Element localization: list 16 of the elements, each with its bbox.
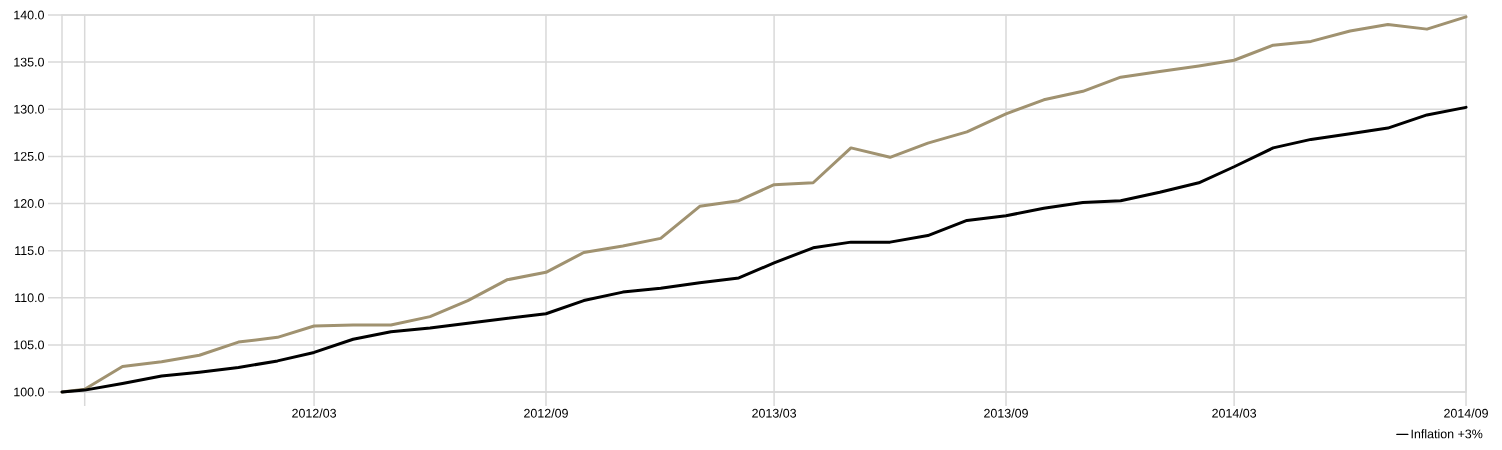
y-tick-label: 135.0 xyxy=(14,57,44,67)
x-tick-label: 2012/09 xyxy=(524,408,568,418)
x-tick-label: 2014/03 xyxy=(1212,408,1257,418)
y-tick-label: 105.0 xyxy=(14,340,44,350)
y-tick-label: 130.0 xyxy=(14,104,44,114)
x-tick-label: 2013/03 xyxy=(752,408,797,418)
y-tick-label: 115.0 xyxy=(15,246,44,256)
y-tick-label: 100.0 xyxy=(14,387,44,397)
y-tick-label: 120.0 xyxy=(14,199,44,208)
x-tick-label: 2014/09 xyxy=(1444,408,1488,418)
legend-label: Inflation +3% xyxy=(1411,429,1483,439)
x-tick-label: 2013/09 xyxy=(984,408,1028,418)
y-tick-label: 125.0 xyxy=(14,151,44,161)
y-tick-label: 140.0 xyxy=(14,10,44,20)
y-tick-label: 110.0 xyxy=(15,293,44,303)
x-tick-label: 2012/03 xyxy=(292,408,337,418)
